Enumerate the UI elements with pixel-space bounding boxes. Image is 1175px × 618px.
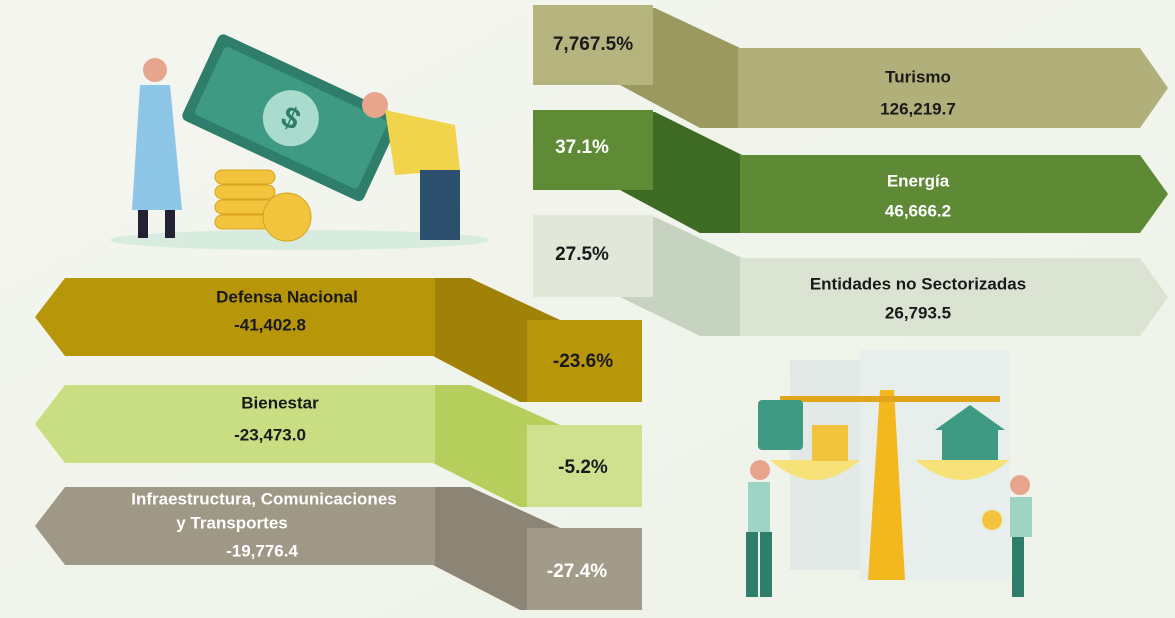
label: Defensa Nacional (216, 287, 358, 306)
label: Turismo (885, 67, 951, 86)
percent: -5.2% (558, 457, 608, 478)
amount: -19,776.4 (226, 541, 298, 560)
percent: 7,767.5% (553, 34, 633, 55)
amount: -23,473.0 (234, 425, 306, 444)
percent: -27.4% (547, 561, 607, 582)
amount: 46,666.2 (885, 201, 951, 220)
infographic: $ 7,767.5% Turismo (0, 0, 1175, 618)
amount: 126,219.7 (880, 99, 956, 118)
label: Energía (887, 171, 950, 190)
amount: 26,793.5 (885, 303, 951, 322)
label: y Transportes (176, 513, 288, 532)
amount: -41,402.8 (234, 315, 306, 334)
percent: 37.1% (555, 137, 609, 158)
percent: -23.6% (553, 351, 613, 372)
label: Bienestar (241, 393, 319, 412)
percent: 27.5% (555, 244, 609, 265)
label: Infraestructura, Comunicaciones (131, 489, 396, 508)
label: Entidades no Sectorizadas (810, 274, 1026, 293)
